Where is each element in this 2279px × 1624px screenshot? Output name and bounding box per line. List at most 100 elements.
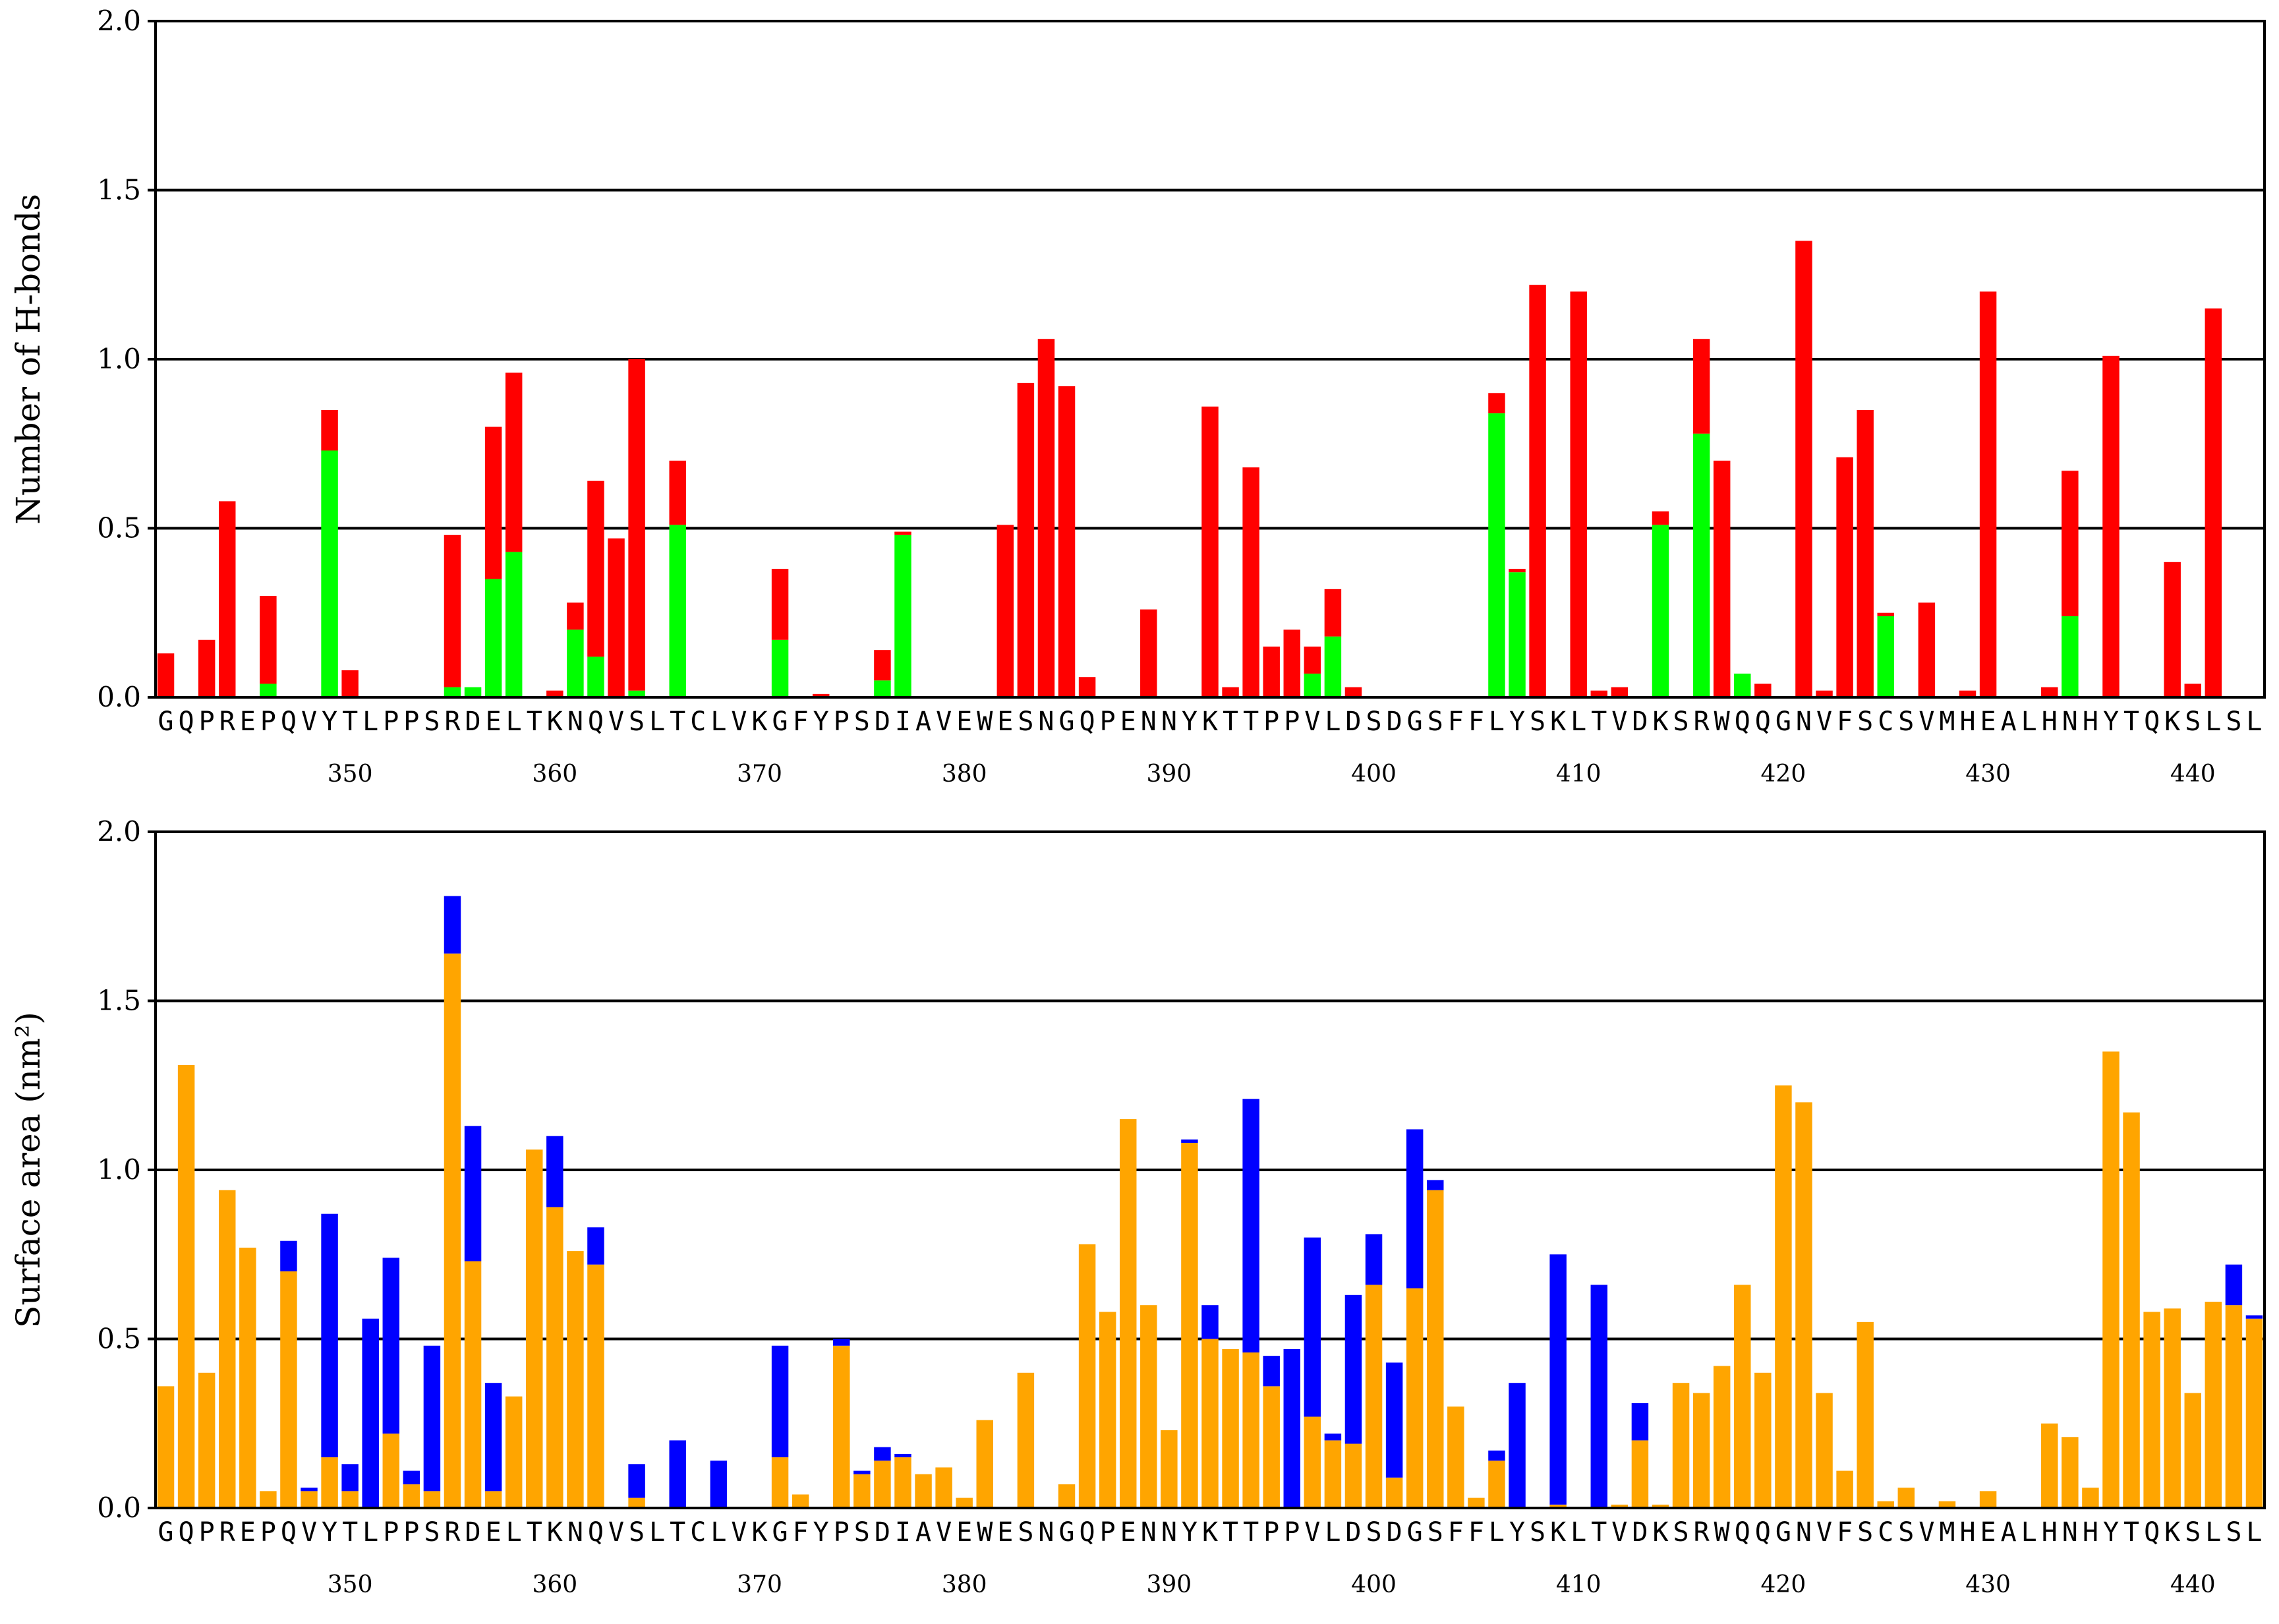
- residue-label: S: [1428, 707, 1443, 737]
- x-tick-label: 420: [1761, 1571, 1806, 1598]
- residue-label: F: [1468, 707, 1484, 737]
- bar-hbonds-s1-r65: [1488, 393, 1505, 414]
- residue-label: S: [1898, 1517, 1914, 1548]
- bar-hbonds-s1-r88: [1959, 690, 1976, 697]
- bar-hbonds-s1-r67: [1529, 285, 1546, 697]
- residue-label: T: [1223, 707, 1238, 737]
- residue-label: D: [875, 1517, 890, 1548]
- bar-surface-s0-r77: [1734, 1285, 1751, 1508]
- residue-label: Q: [179, 707, 194, 737]
- residue-label: T: [527, 1517, 542, 1548]
- x-tick-label: 430: [1965, 761, 2011, 788]
- residue-label: K: [1202, 1517, 1218, 1548]
- bar-surface-s0-r53: [1242, 1352, 1259, 1508]
- bar-hbonds-s1-r86: [1918, 602, 1936, 697]
- y-tick-label: 1.0: [97, 343, 141, 375]
- residue-label: S: [1366, 1517, 1381, 1548]
- bar-surface-s1-r72: [1631, 1403, 1649, 1441]
- bar-hbonds-s1-r84: [1877, 612, 1894, 616]
- residue-label: Y: [1509, 1517, 1525, 1548]
- bar-surface-s1-r101: [2225, 1264, 2243, 1306]
- bar-surface-s0-r95: [2102, 1051, 2120, 1508]
- bar-surface-s0-r92: [2041, 1423, 2058, 1508]
- residue-label: L: [1571, 707, 1586, 737]
- bar-surface-s0-r23: [628, 1497, 645, 1508]
- bar-hbonds-s1-r66: [1509, 569, 1526, 573]
- bar-hbonds-s0-r56: [1304, 674, 1321, 697]
- residue-label: I: [895, 1517, 911, 1548]
- bar-hbonds-s1-r100: [2205, 308, 2222, 697]
- residue-label: S: [2226, 1517, 2241, 1548]
- bar-surface-s0-r38: [935, 1467, 952, 1508]
- bar-surface-s0-r30: [771, 1457, 789, 1508]
- bar-surface-s1-r9: [341, 1464, 359, 1492]
- residue-label: V: [936, 1517, 952, 1548]
- residue-label: S: [1673, 1517, 1689, 1548]
- bar-hbonds-s1-r93: [2062, 471, 2079, 616]
- residue-label: L: [649, 1517, 665, 1548]
- bar-hbonds-s1-r76: [1713, 460, 1731, 697]
- bar-hbonds-s1-r51: [1201, 406, 1219, 697]
- bar-surface-s0-r20: [567, 1251, 584, 1508]
- bar-hbonds-s0-r21: [587, 656, 604, 697]
- residue-label: F: [1837, 707, 1853, 737]
- bar-hbonds-s0-r93: [2062, 616, 2079, 697]
- bar-hbonds-s1-r20: [567, 602, 584, 630]
- residue-label: Q: [1755, 707, 1771, 737]
- bar-hbonds-s0-r25: [669, 525, 686, 697]
- bar-hbonds-s1-r71: [1611, 687, 1629, 697]
- residue-label: K: [1550, 707, 1566, 737]
- bar-surface-s0-r93: [2062, 1437, 2079, 1508]
- x-tick-label: 400: [1351, 761, 1397, 788]
- residue-label: Q: [2144, 707, 2160, 737]
- bar-surface-s0-r89: [1979, 1491, 1997, 1508]
- residue-label: S: [1857, 1517, 1873, 1548]
- bar-hbonds-s1-r19: [546, 690, 563, 697]
- bar-hbonds-s1-r99: [2184, 683, 2201, 697]
- residue-label: N: [1141, 707, 1157, 737]
- bar-hbonds-s1-r57: [1324, 589, 1342, 637]
- bar-surface-s0-r96: [2123, 1112, 2140, 1508]
- y-tick-label: 1.5: [97, 174, 141, 206]
- bar-surface-s1-r59: [1365, 1234, 1383, 1285]
- residue-label: R: [219, 707, 236, 737]
- residue-label: E: [1980, 707, 1996, 737]
- residue-label: D: [1387, 1517, 1402, 1548]
- residue-label: A: [2001, 707, 2017, 737]
- bar-surface-s1-r13: [423, 1345, 441, 1492]
- bar-surface-s1-r33: [833, 1339, 850, 1346]
- bar-surface-s0-r68: [1549, 1504, 1567, 1508]
- bar-hbonds-s1-r42: [1017, 382, 1035, 697]
- residue-label: P: [403, 1517, 419, 1548]
- residue-label: M: [1939, 707, 1955, 737]
- residue-label: S: [424, 707, 440, 737]
- residue-label: P: [199, 707, 215, 737]
- bar-hbonds-s1-r89: [1979, 291, 1997, 697]
- bar-surface-s1-r66: [1509, 1383, 1526, 1508]
- residue-label: E: [486, 1517, 502, 1548]
- x-tick-label: 440: [2170, 761, 2216, 788]
- bar-surface-s0-r75: [1692, 1393, 1710, 1508]
- residue-label: S: [854, 707, 870, 737]
- residue-label: D: [1632, 707, 1648, 737]
- bar-hbonds-s1-r21: [587, 480, 604, 657]
- bar-hbonds-s1-r52: [1222, 687, 1239, 697]
- y-tick-label: 0.0: [97, 1492, 141, 1524]
- bar-surface-s1-r62: [1427, 1180, 1444, 1190]
- bar-hbonds-s0-r8: [321, 450, 338, 697]
- residue-label: Q: [588, 707, 604, 737]
- bar-surface-s0-r58: [1344, 1443, 1362, 1508]
- residue-label: F: [793, 707, 809, 737]
- bar-surface-s0-r49: [1161, 1430, 1178, 1508]
- residue-label: P: [834, 1517, 850, 1548]
- residue-label: K: [751, 1517, 767, 1548]
- y-axis-label: Surface area (nm²): [9, 1012, 47, 1328]
- residue-label: K: [2164, 707, 2180, 737]
- bar-hbonds-s1-r80: [1795, 241, 1812, 697]
- x-tick-label: 390: [1147, 1571, 1192, 1598]
- bar-surface-s0-r2: [198, 1372, 216, 1508]
- residue-label: L: [649, 707, 665, 737]
- residue-label: N: [2062, 1517, 2078, 1548]
